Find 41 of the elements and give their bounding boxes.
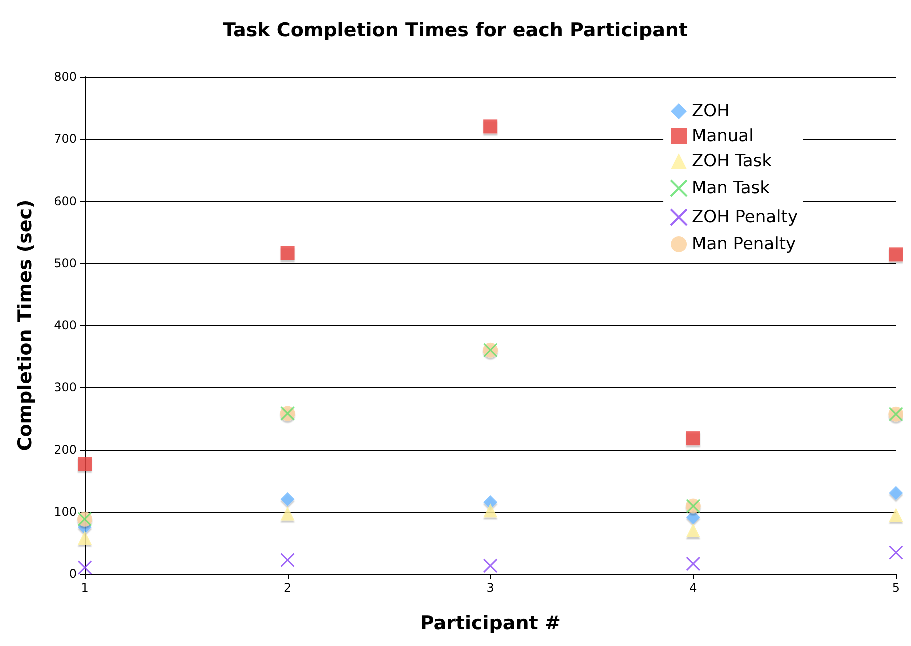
x-tick-label: 2 — [284, 581, 292, 595]
point — [889, 248, 903, 262]
point — [78, 457, 92, 472]
point — [78, 560, 92, 576]
y-tick-label: 800 — [54, 70, 77, 84]
chart-title: Task Completion Times for each Participant — [223, 20, 688, 42]
legend-label: Man Penalty — [692, 234, 796, 254]
y-axis-title: Completion Times (sec) — [14, 200, 36, 452]
x-tick-label: 1 — [81, 581, 89, 595]
x-tick-label: 5 — [892, 581, 900, 595]
y-tick-label: 600 — [54, 194, 77, 208]
point — [889, 486, 903, 500]
point — [888, 546, 903, 560]
legend-label: ZOH Penalty — [692, 208, 798, 228]
point — [686, 556, 701, 572]
y-tick-label: 300 — [54, 380, 77, 395]
point — [686, 524, 700, 538]
y-tick-label: 200 — [54, 442, 77, 457]
legend-label: ZOH — [692, 102, 730, 122]
point — [686, 432, 700, 446]
y-tick-label: 100 — [54, 504, 77, 519]
point — [280, 506, 295, 521]
legend-label: ZOH Task — [692, 152, 772, 172]
point — [78, 530, 92, 545]
legend-label: Manual — [692, 126, 754, 146]
y-tick-label: 400 — [54, 318, 77, 332]
point — [483, 558, 498, 574]
point — [280, 246, 295, 260]
x-axis-title: Participant # — [420, 612, 561, 634]
point — [889, 508, 903, 522]
point — [280, 553, 296, 568]
point — [484, 120, 498, 134]
point — [686, 510, 700, 524]
x-tick-label: 3 — [486, 581, 494, 595]
point — [484, 504, 498, 518]
y-tick-label: 700 — [54, 132, 77, 146]
y-tick-label: 500 — [54, 256, 77, 270]
x-tick-label: 4 — [690, 581, 698, 595]
point — [280, 492, 295, 506]
y-tick-label: 0 — [69, 567, 77, 581]
legend-label: Man Task — [692, 178, 770, 198]
